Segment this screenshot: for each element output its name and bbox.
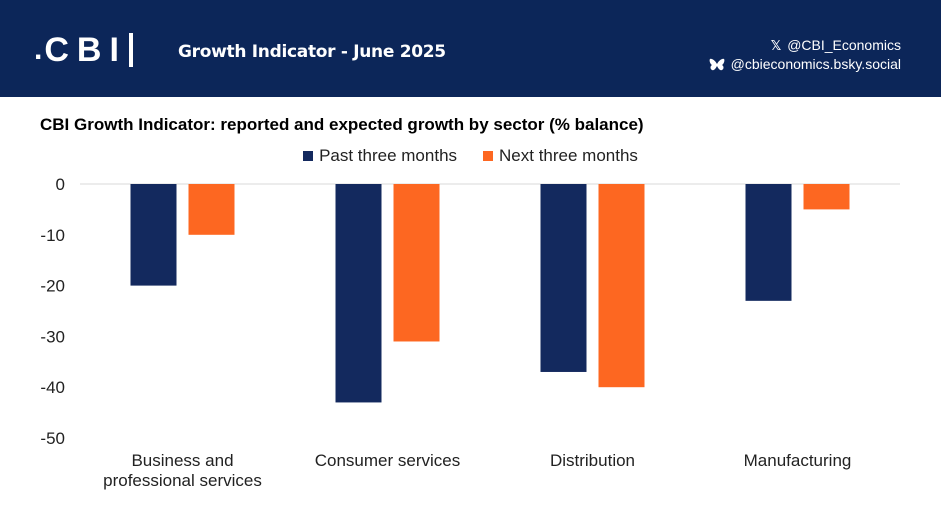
bar-next-three-months xyxy=(803,184,850,210)
cbi-logo: . CBI xyxy=(34,30,133,70)
y-tick-label: -30 xyxy=(40,327,65,346)
x-handle[interactable]: @CBI_Economics xyxy=(787,37,901,53)
y-tick-label: -40 xyxy=(40,378,65,397)
logo-text: CBI xyxy=(44,31,127,69)
x-category-label: professional services xyxy=(103,471,262,490)
legend-label-next: Next three months xyxy=(499,146,638,165)
bluesky-butterfly-icon xyxy=(709,58,725,70)
x-category-label: Consumer services xyxy=(315,451,461,470)
x-category-label: Business and xyxy=(131,451,233,470)
report-title: Growth Indicator - June 2025 xyxy=(178,42,446,62)
bar-past-three-months xyxy=(130,184,177,286)
header-banner: . CBI Growth Indicator - June 2025 𝕏 @CB… xyxy=(0,0,941,97)
legend-label-past: Past three months xyxy=(319,146,458,165)
bar-next-three-months xyxy=(188,184,235,235)
x-category-label: Distribution xyxy=(550,451,635,470)
y-tick-label: -50 xyxy=(40,429,65,448)
y-tick-label: -10 xyxy=(40,226,65,245)
bar-next-three-months xyxy=(393,184,440,342)
bar-next-three-months xyxy=(598,184,645,388)
legend-item-next: Next three months xyxy=(483,146,638,166)
social-handles: 𝕏 @CBI_Economics @cbieconomics.bsky.soci… xyxy=(709,36,901,74)
legend-swatch-past xyxy=(303,151,314,161)
y-tick-label: -20 xyxy=(40,277,65,296)
legend-swatch-next xyxy=(483,151,494,161)
legend-item-past: Past three months xyxy=(303,146,457,166)
bluesky-handle[interactable]: @cbieconomics.bsky.social xyxy=(730,56,901,72)
bar-past-three-months xyxy=(335,184,382,403)
bar-past-three-months xyxy=(745,184,792,301)
x-logo-icon: 𝕏 xyxy=(770,38,782,53)
chart-title: CBI Growth Indicator: reported and expec… xyxy=(40,115,644,134)
y-tick-label: 0 xyxy=(56,175,65,194)
x-category-label: Manufacturing xyxy=(744,451,852,470)
bar-past-three-months xyxy=(540,184,587,372)
chart-legend: Past three months Next three months xyxy=(0,146,941,166)
